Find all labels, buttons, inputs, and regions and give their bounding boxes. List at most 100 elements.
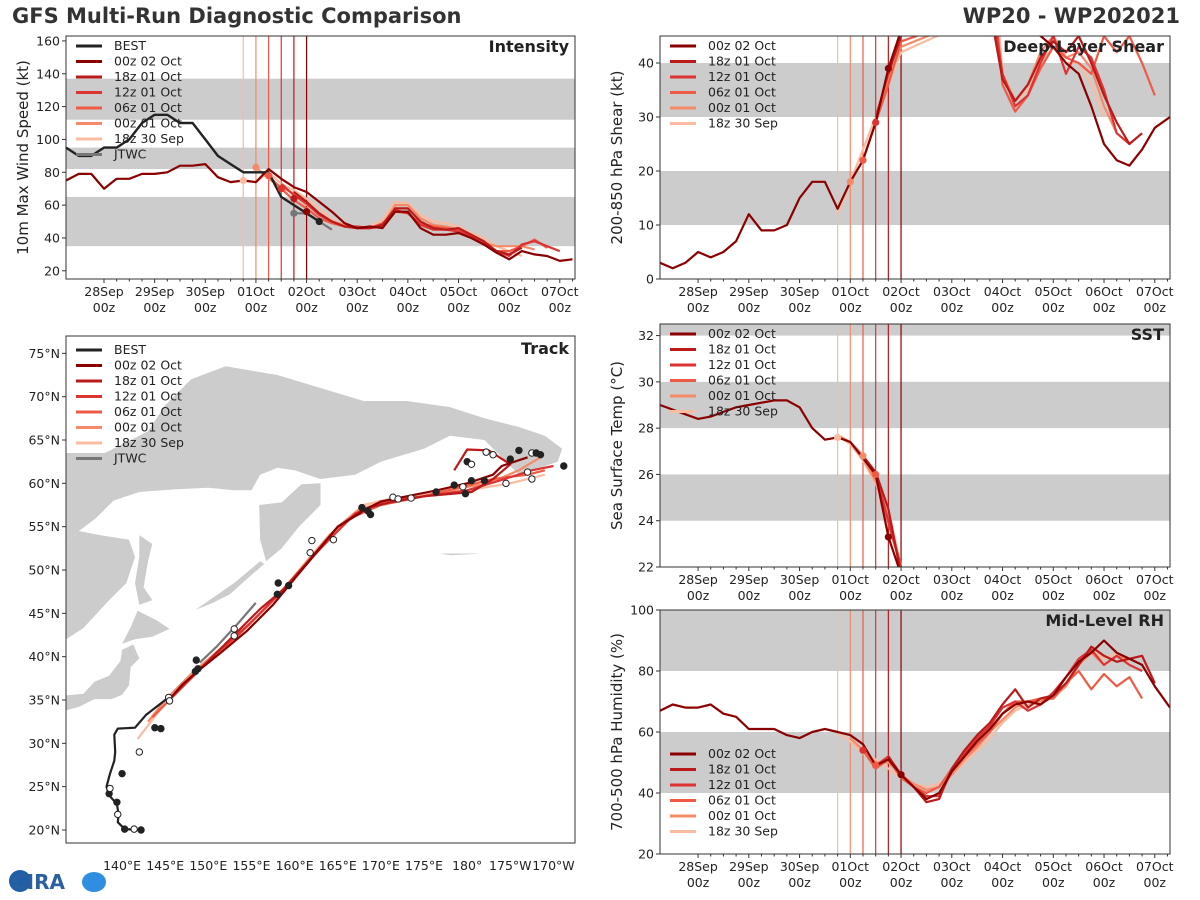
rh-xtick-day: 02Oct (882, 859, 920, 874)
land-mass-0 (66, 366, 563, 544)
sst-plot-area (660, 324, 1170, 567)
rh-xtick-hour: 00z (839, 875, 862, 890)
track-ytick-label: 25°N (28, 779, 60, 794)
track-point (407, 494, 415, 502)
sst-band-2 (660, 324, 1170, 336)
intensity-legend-label: 18z 30 Sep (114, 131, 184, 146)
intensity-panel: 2040608010012014016028Sep00z29Sep00z30Se… (14, 33, 579, 315)
rh-xtick-hour: 00z (991, 875, 1014, 890)
rh-legend-label: 06z 01 Oct (708, 793, 776, 808)
track-point (329, 535, 338, 544)
sst-xtick-day: 30Sep (780, 572, 820, 587)
rh-legend-label: 00z 02 Oct (708, 746, 776, 761)
track-legend-label: 18z 30 Sep (114, 435, 184, 450)
intensity-legend-label: 00z 01 Oct (114, 116, 182, 131)
sst-xtick-day: 05Oct (1035, 572, 1073, 587)
track-point (151, 724, 159, 732)
track-point (273, 590, 282, 598)
intensity-marker (277, 185, 285, 193)
track-point (502, 479, 510, 488)
track-ytick-label: 65°N (28, 433, 60, 448)
intensity-legend-label: 00z 02 Oct (114, 54, 182, 69)
track-point (506, 455, 514, 463)
logo-text: CIRA (12, 870, 66, 894)
shear-xtick-day: 28Sep (678, 284, 718, 299)
intensity-xtick-hour: 00z (245, 300, 268, 315)
rh-xtick-hour: 00z (941, 875, 964, 890)
rh-xtick-day: 04Oct (984, 859, 1022, 874)
track-xtick-label: 140°E (103, 858, 141, 873)
track-point (135, 748, 144, 756)
track-ytick-label: 35°N (28, 693, 60, 708)
sst-marker (872, 470, 880, 479)
intensity-plot-area (66, 36, 575, 279)
sst-legend-label: 12z 01 Oct (708, 357, 776, 372)
track-point (308, 536, 316, 545)
sst-xtick-hour: 00z (839, 588, 862, 603)
rh-xtick-hour: 00z (1144, 875, 1167, 890)
track-ytick-label: 40°N (28, 649, 60, 664)
shear-xtick-day: 04Oct (984, 284, 1022, 299)
intensity-ytick-label: 160 (36, 33, 60, 48)
track-point (106, 784, 114, 793)
track-ytick-label: 30°N (28, 736, 60, 751)
land-mass-4 (122, 610, 170, 644)
track-point (130, 825, 138, 833)
sst-xtick-hour: 00z (788, 588, 811, 603)
sst-band-0 (660, 474, 1170, 521)
shear-xtick-day: 01Oct (832, 284, 870, 299)
track-best (105, 696, 170, 832)
track-point (432, 488, 440, 496)
intensity-xtick-day: 30Sep (186, 284, 226, 299)
rh-panel-title: Mid-Level RH (1045, 611, 1164, 630)
intensity-ytick-label: 40 (44, 230, 60, 245)
intensity-ytick-label: 120 (36, 99, 60, 114)
shear-xtick-hour: 00z (941, 300, 964, 315)
track-point (482, 448, 490, 456)
intensity-series-00z-02-oct (66, 163, 573, 262)
intensity-ytick-label: 80 (44, 165, 60, 180)
track-xtick-label: 155°E (232, 858, 270, 873)
shear-series-06z-01-oct (861, 36, 1156, 161)
shear-plot-area (660, 36, 1170, 279)
track-point (461, 490, 470, 498)
sst-marker (859, 452, 867, 460)
rh-xtick-day: 07Oct (1136, 859, 1174, 874)
track-point (366, 510, 375, 519)
track-point (274, 579, 282, 587)
rh-xtick-day: 06Oct (1085, 859, 1123, 874)
track-point (191, 667, 200, 676)
track-point (467, 460, 476, 468)
intensity-xtick-day: 28Sep (84, 284, 124, 299)
track-point (523, 468, 532, 476)
sst-marker (834, 433, 842, 441)
intensity-legend-label: 12z 01 Oct (114, 85, 182, 100)
track-xtick-label: 160°E (276, 858, 314, 873)
track-ytick-label: 60°N (28, 476, 60, 491)
rh-xtick-day: 05Oct (1035, 859, 1073, 874)
track-ytick-label: 55°N (28, 519, 60, 534)
rh-xtick-hour: 00z (687, 875, 710, 890)
intensity-xtick-day: 01Oct (237, 284, 275, 299)
shear-xtick-hour: 00z (788, 300, 811, 315)
intensity-marker (264, 171, 273, 180)
intensity-marker (302, 208, 311, 216)
track-xtick-label: 180° (452, 858, 482, 873)
track-map-area (66, 336, 575, 843)
shear-marker (859, 156, 867, 164)
intensity-panel-title: Intensity (489, 37, 570, 56)
track-ytick-label: 70°N (28, 389, 60, 404)
track-xtick-label: 175°W (489, 858, 531, 873)
intensity-xtick-hour: 00z (397, 300, 420, 315)
track-point (230, 625, 238, 633)
rh-series-00z-02-oct (660, 639, 1170, 801)
rh-legend-label: 18z 01 Oct (708, 762, 776, 777)
intensity-xtick-hour: 00z (447, 300, 470, 315)
intensity-xtick-hour: 00z (346, 300, 369, 315)
intensity-xtick-hour: 00z (93, 300, 116, 315)
intensity-xtick-day: 03Oct (338, 284, 376, 299)
track-legend-label: JTWC (113, 451, 147, 466)
shear-panel-title: Deep-Layer Shear (1003, 37, 1164, 56)
intensity-xtick-day: 06Oct (490, 284, 528, 299)
track-point (459, 483, 467, 491)
